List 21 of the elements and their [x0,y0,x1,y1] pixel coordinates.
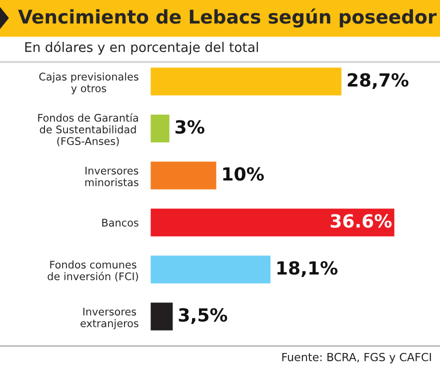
chart-subtitle: En dólares y en porcentaje del total [25,41,258,55]
bar [150,160,218,191]
chart-title: Vencimiento de Lebacs según poseedor [18,8,437,28]
data-label: 3,5% [178,308,228,324]
bar [150,113,171,144]
data-label: 3% [176,120,204,134]
y-tick-label: Inversores extranjeros [80,308,138,330]
y-tick-label: Cajas previsionales y otros [39,72,138,94]
data-label: 10% [223,167,264,181]
y-tick-label: Fondos comunes de inversión (FCI) [48,260,138,282]
y-tick-label: Bancos [102,218,138,227]
y-tick-label: Inversores minoristas [85,166,138,186]
bar [150,301,174,332]
data-label: 18,1% [277,261,338,278]
y-tick-label: Fondos de Garantía de Sustentabilidad (FGS-Anses) [38,113,138,146]
source-note: Fuente: BCRA, FGS y CAFCI [282,352,431,364]
data-label: 28,7% [348,73,408,90]
bar [150,66,343,97]
bar [150,207,396,238]
bar [150,254,272,285]
data-label: 36.6% [330,214,392,228]
